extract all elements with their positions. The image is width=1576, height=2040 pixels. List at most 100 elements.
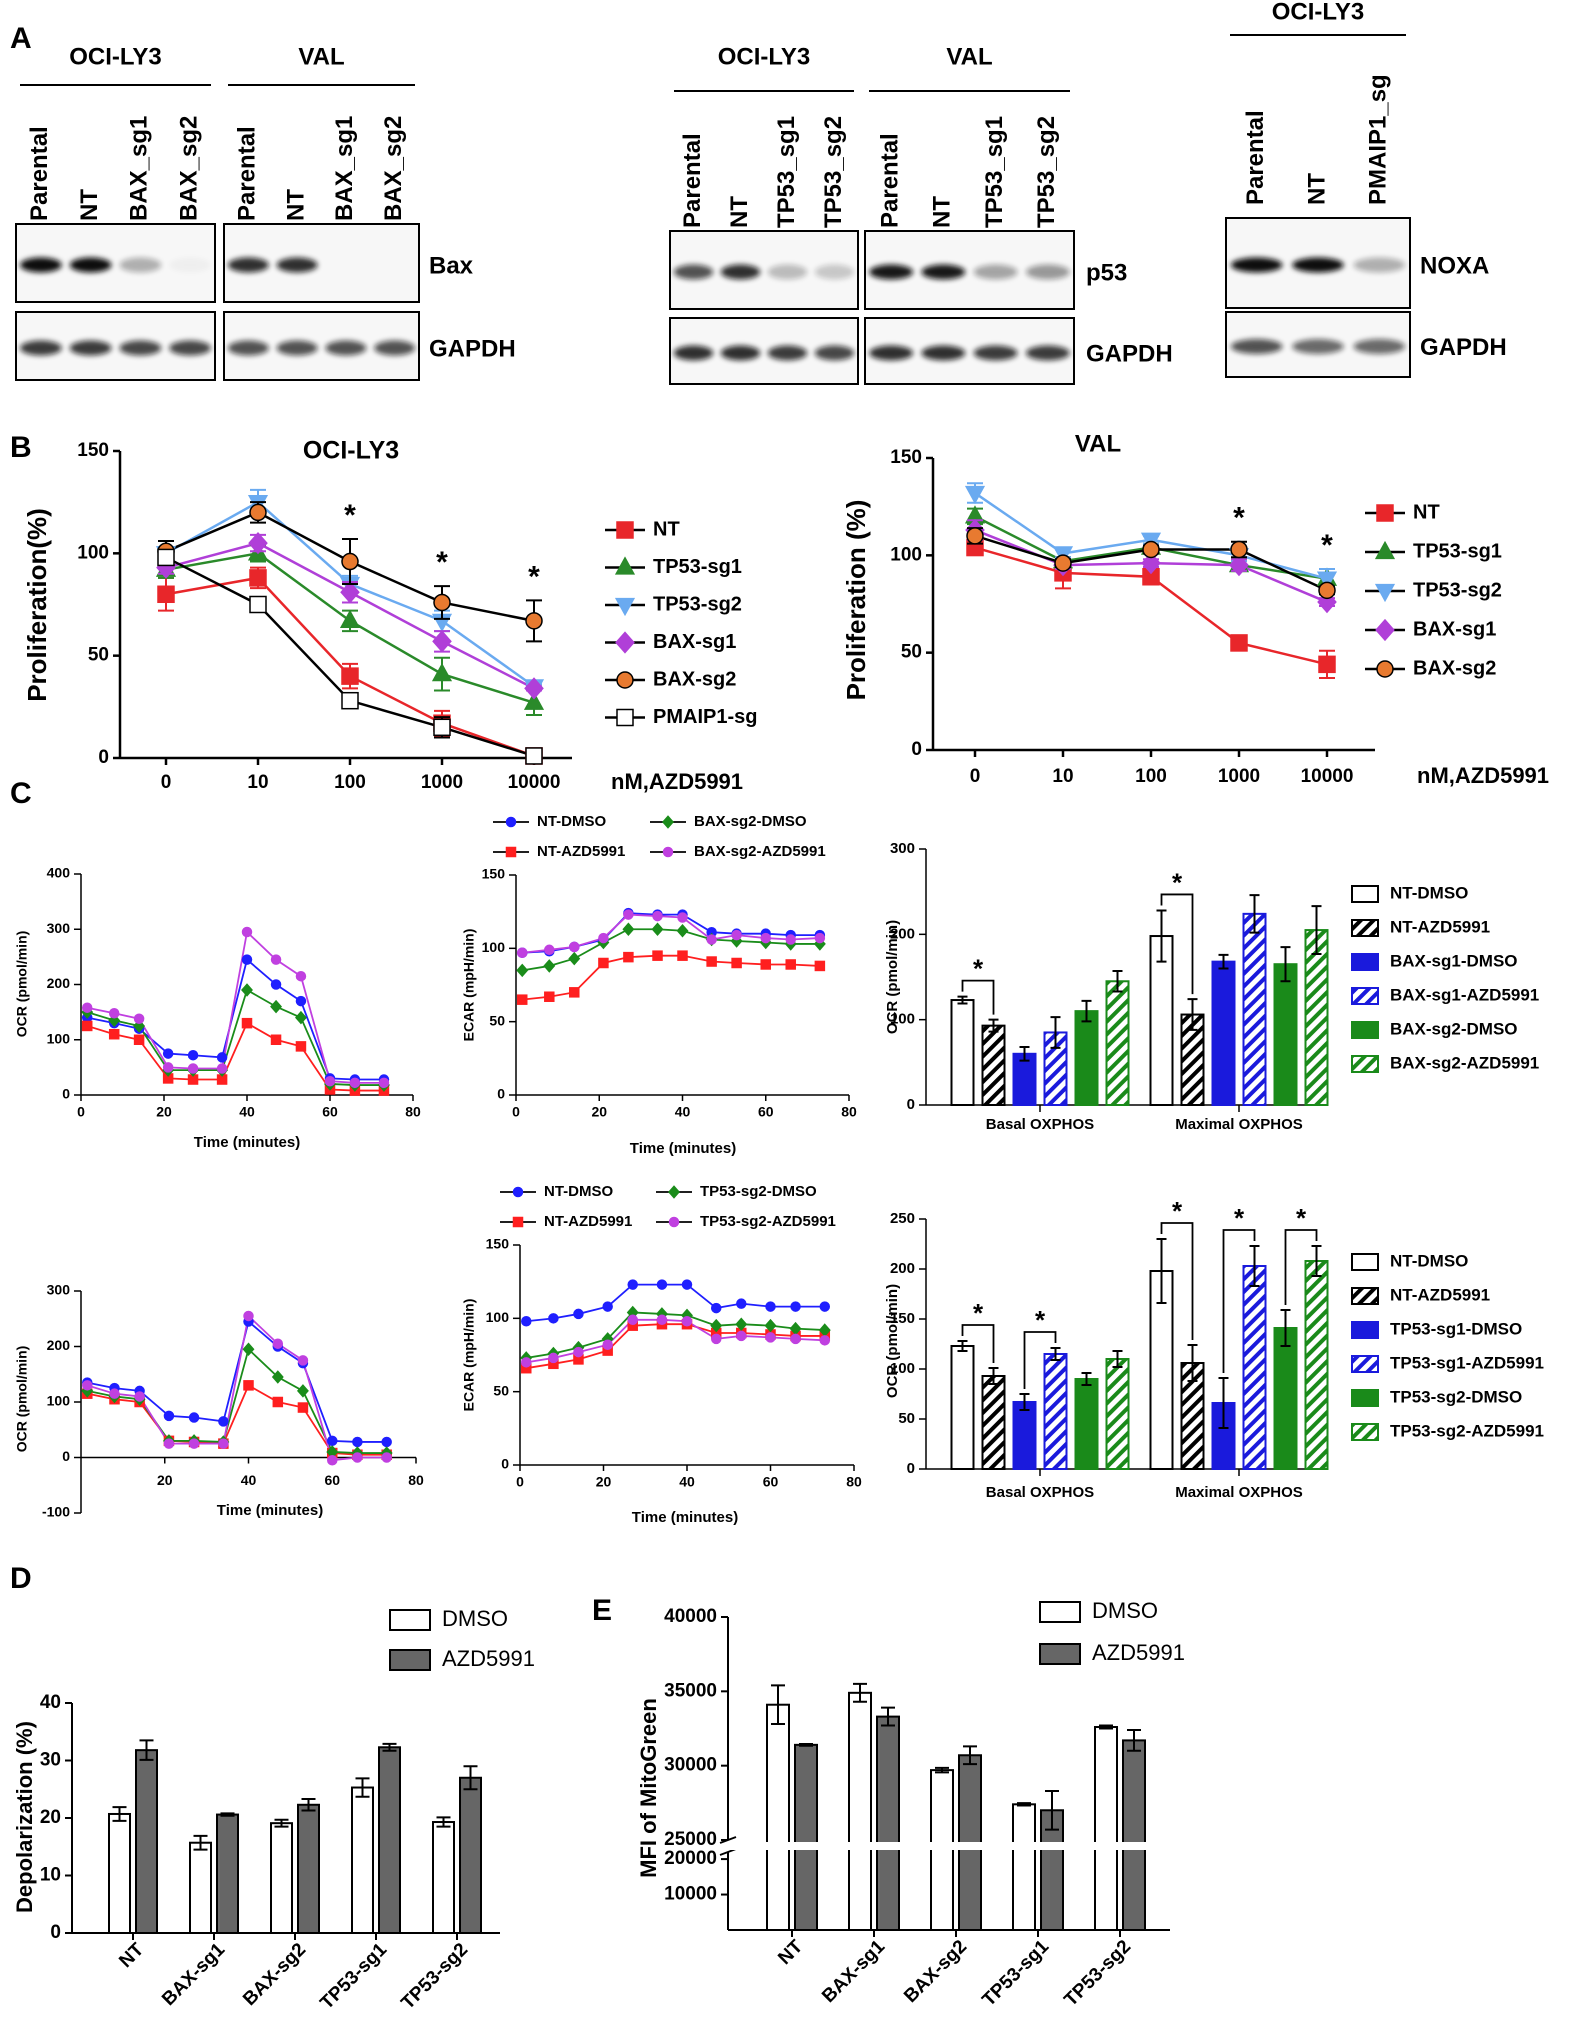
marker [188, 1412, 200, 1423]
bar [1012, 1401, 1037, 1470]
y-axis-label: Depolarization (%) [12, 1721, 37, 1913]
lane-label: Parental [1242, 110, 1269, 205]
y-tick-label: 50 [898, 1410, 915, 1427]
legend-label: TP53-sg2 [653, 593, 742, 615]
lane-label: NT [1303, 173, 1330, 205]
band [1230, 257, 1283, 273]
bar [1304, 1260, 1329, 1470]
marker [623, 951, 634, 963]
marker [297, 1402, 309, 1413]
marker [525, 747, 543, 765]
marker [295, 970, 307, 982]
x-tick-label: NT [774, 1936, 807, 1969]
x-tick-label: 0 [970, 766, 981, 787]
legend-label: TP53-sg1 [653, 556, 742, 578]
bar [1122, 1739, 1146, 1931]
marker [295, 1041, 307, 1052]
legend-swatch [1039, 1643, 1081, 1665]
target-label: GAPDH [1420, 334, 1507, 361]
band [869, 264, 914, 280]
x-tick-label: BAX-sg2 [239, 1939, 310, 2010]
significance: * [1172, 1196, 1183, 1226]
panel-label: E [592, 1594, 612, 1627]
group-label: OCI-LY3 [718, 43, 810, 70]
y-tick-label: 200 [890, 1260, 915, 1277]
band [276, 340, 318, 356]
target-label: p53 [1086, 259, 1127, 286]
band [374, 340, 416, 356]
x-axis-label: Time (minutes) [632, 1509, 738, 1526]
x-tick-label: 20 [591, 1104, 607, 1120]
band [227, 257, 269, 273]
series-line [87, 1314, 387, 1462]
x-tick-label: TP53-sg1 [978, 1936, 1053, 2011]
bar [766, 1703, 790, 1932]
marker [785, 934, 796, 945]
y-tick-label: 100 [890, 1011, 915, 1028]
legend-label: TP53-sg2-AZD5991 [700, 1213, 836, 1230]
x-tick-label: 10 [1052, 766, 1073, 787]
error-bar [988, 1367, 999, 1385]
y-tick-label: 300 [47, 1282, 71, 1298]
marker [710, 1302, 722, 1314]
marker [516, 963, 529, 978]
error-bar [1187, 1344, 1198, 1382]
band [276, 257, 318, 273]
band [325, 340, 367, 356]
band [1353, 257, 1406, 273]
band [673, 345, 714, 361]
target-label: GAPDH [429, 335, 516, 362]
marker [656, 1314, 668, 1326]
error-bar [274, 1818, 289, 1828]
error-bar [853, 1682, 867, 1703]
lane-label: NT [282, 189, 309, 221]
error-bar [1081, 1372, 1092, 1386]
marker [573, 1308, 584, 1320]
bar [1211, 960, 1236, 1107]
marker [623, 909, 634, 920]
x-tick-label: BAX-sg1 [158, 1939, 229, 2010]
marker [341, 691, 359, 710]
error-bar [957, 995, 968, 1005]
marker [662, 846, 674, 858]
significance: * [1233, 502, 1245, 535]
x-axis-label: nM,AZD5991 [611, 769, 743, 794]
legend-label: NT-AZD5991 [1390, 917, 1490, 936]
x-tick-label: 40 [675, 1104, 691, 1120]
marker [710, 1318, 723, 1333]
error-bar [1019, 1045, 1030, 1062]
marker [598, 932, 609, 944]
marker [548, 1313, 559, 1324]
y-tick-label: 35000 [664, 1680, 717, 1701]
marker [505, 846, 517, 858]
y-tick-label: 300 [890, 840, 915, 857]
marker [1318, 581, 1336, 600]
marker [431, 662, 453, 682]
group-label: VAL [298, 43, 344, 70]
marker [652, 910, 663, 922]
marker [270, 979, 282, 990]
marker [270, 954, 282, 965]
lane-label: TP53_sg2 [1033, 116, 1060, 228]
x-tick-label: Basal OXPHOS [986, 1484, 1094, 1501]
error-bar [1127, 1728, 1141, 1752]
marker [731, 929, 742, 941]
y-tick-label: 0 [501, 1456, 509, 1472]
x-tick-label: 100 [334, 772, 366, 793]
bar [351, 1786, 374, 1935]
marker [516, 994, 528, 1005]
marker [218, 1416, 229, 1427]
legend-label: BAX-sg2 [1413, 657, 1496, 679]
marker [627, 1314, 638, 1326]
x-tick-label: 0 [512, 1104, 520, 1120]
error-bar [1280, 1309, 1291, 1347]
x-tick-label: 80 [405, 1104, 421, 1120]
y-axis-label: OCR (pmol/min) [14, 931, 30, 1038]
x-tick-label: 0 [516, 1474, 524, 1490]
marker [598, 957, 609, 969]
legend-swatch [1351, 1253, 1379, 1271]
x-tick-label: 60 [763, 1474, 779, 1490]
significance: * [973, 1298, 984, 1328]
legend-label: TP53-sg2 [1413, 579, 1502, 601]
marker [616, 521, 634, 539]
